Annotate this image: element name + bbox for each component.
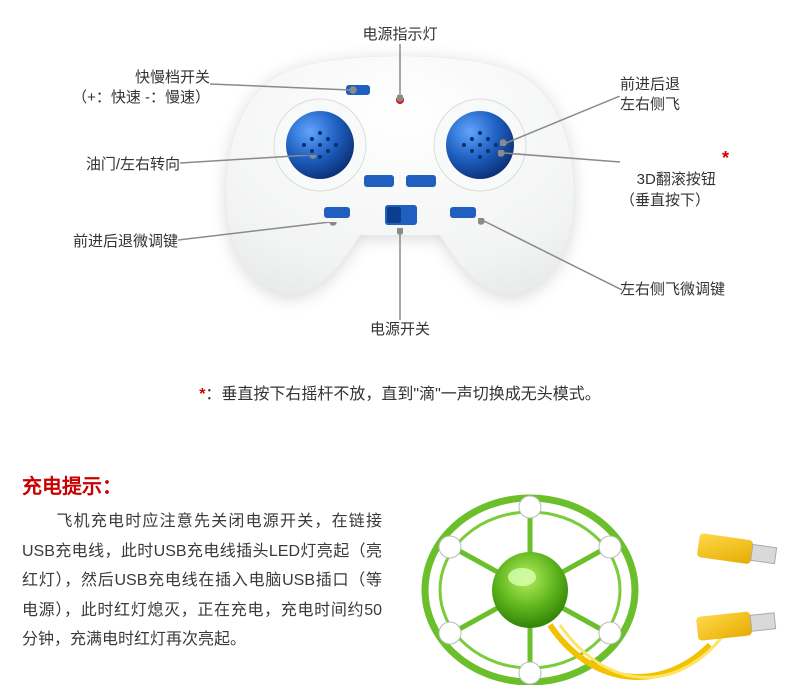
label-speed-switch: 快慢档开关 （+：快速 -：慢速）: [30, 68, 210, 109]
label-lr-trim: 左右侧飞微调键: [620, 280, 780, 300]
label-flip-star: *: [722, 146, 729, 170]
controller-diagram: 电源指示灯 快慢档开关 （+：快速 -：慢速） 油门/左右转向 前进后退微调键 …: [0, 0, 800, 370]
label-move: 前进后退 左右侧飞: [620, 75, 740, 116]
label-throttle: 油门/左右转向: [40, 155, 180, 175]
footnote-text: ：垂直按下右摇杆不放，直到"滴"一声切换成无头模式。: [205, 386, 600, 403]
charge-section: 充电提示： 飞机充电时应注意先关闭电源开关，在链接USB充电线，此时USB充电线…: [22, 470, 778, 655]
label-power-led: 电源指示灯: [350, 25, 450, 45]
charge-body: 飞机充电时应注意先关闭电源开关，在链接USB充电线，此时USB充电线插头LED灯…: [22, 507, 382, 655]
label-fb-trim: 前进后退微调键: [48, 232, 178, 252]
label-power-switch: 电源开关: [350, 320, 450, 340]
footnote: *：垂直按下右摇杆不放，直到"滴"一声切换成无头模式。: [0, 380, 800, 404]
label-flip: 3D翻滚按钮 （垂直按下）: [620, 150, 780, 231]
charge-illustration: [400, 485, 800, 685]
label-flip-text: 3D翻滚按钮 （垂直按下）: [620, 171, 716, 208]
